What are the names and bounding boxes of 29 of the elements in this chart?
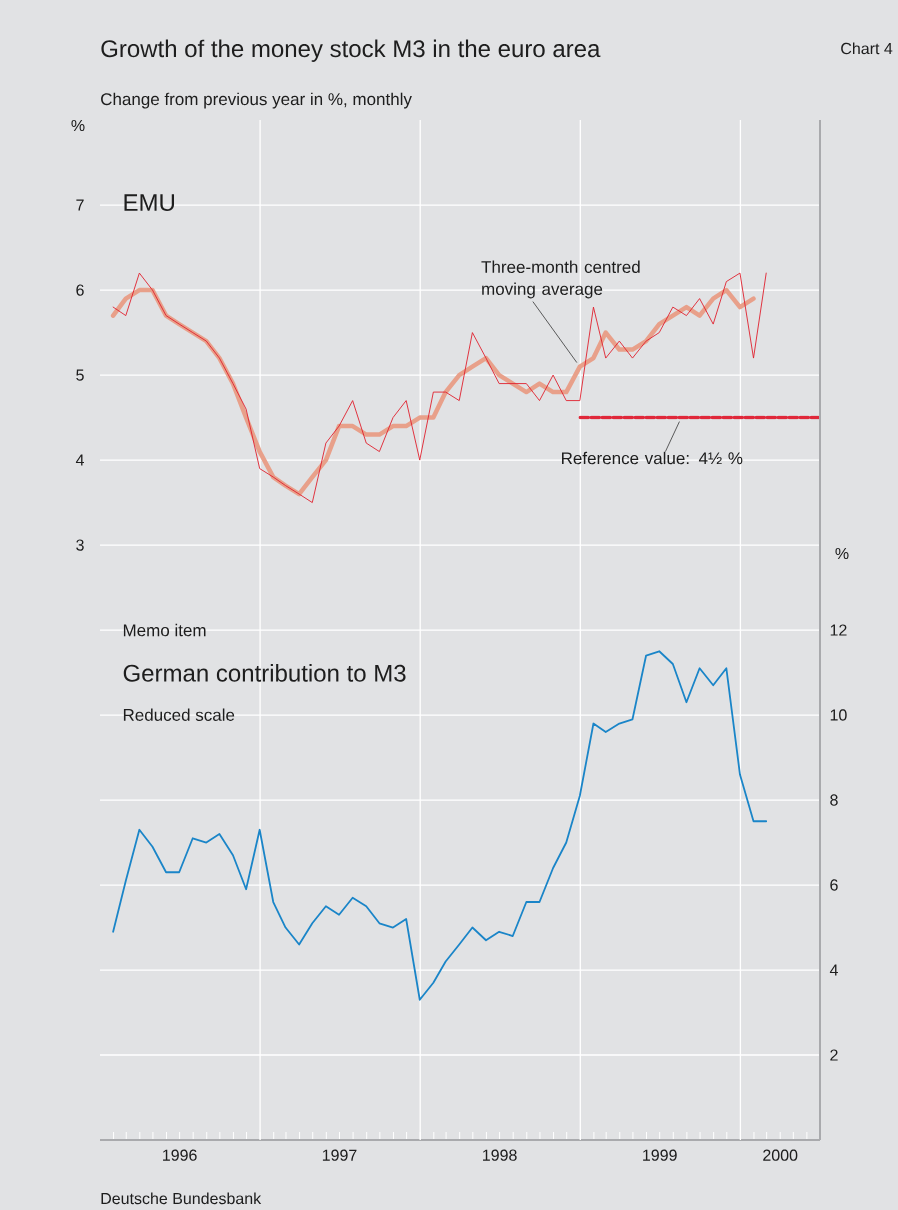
y-axis-title: % [71,119,85,132]
y2-tick-label: 4 [829,964,838,976]
annotation: EMU [124,194,174,212]
y2-axis-title: % [835,547,849,560]
chart-title: Growth of the money stock M3 in the euro area [101,39,601,62]
y2-tick-label: 6 [830,879,838,891]
text: Deutsche Bundesbank [101,1192,262,1205]
chart-subtitle: Change from previous year in %, monthly [101,92,412,109]
x-tick-label: 1997 [322,1149,357,1161]
caption: Chart 4 [841,42,893,55]
x-tick-label: 1996 [163,1149,197,1161]
x-tick-label: 2000 [763,1149,798,1161]
y2-tick-label: 2 [830,1049,838,1061]
y2-tick-label: 10 [830,709,847,721]
annotation: Reference value: 4½ % [562,451,743,465]
y-tick-label: 7 [76,199,84,211]
x-tick-label: 1999 [643,1149,677,1161]
annotation: Memo item [123,623,206,637]
annotation: German contribution to M3 [123,664,406,682]
annotation: Three-month centred moving average [481,260,640,299]
y-tick-label: 6 [76,284,84,296]
x-tick-label: 1998 [483,1149,517,1161]
y2-tick-label: 12 [830,624,847,636]
y-tick-label: 4 [75,454,84,466]
y-tick-label: 3 [76,539,84,551]
y-tick-label: 5 [76,369,84,381]
annotation: Reduced scale [123,708,235,721]
y2-tick-label: 8 [830,794,838,806]
line-series [112,650,768,1001]
